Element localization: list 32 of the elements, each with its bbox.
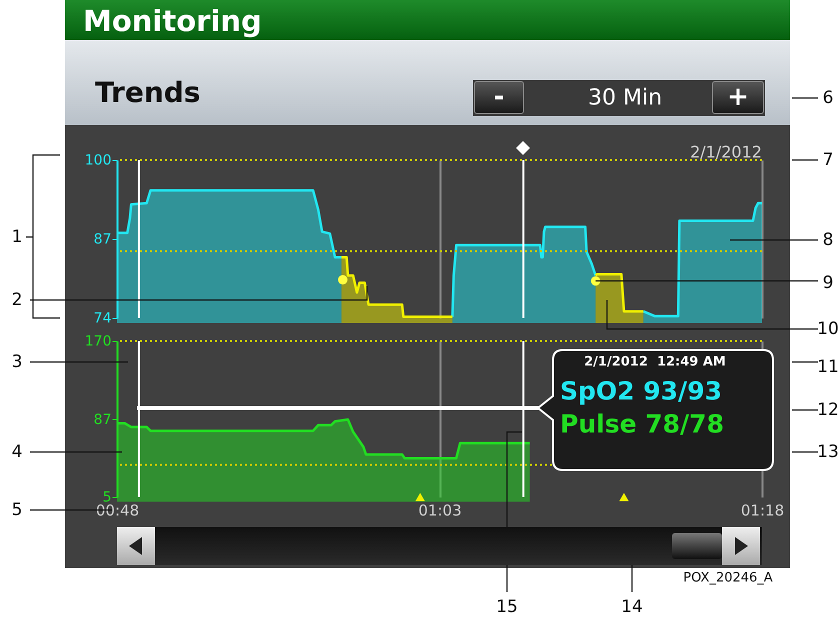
text: 6	[822, 88, 834, 108]
chart-subtitle: Trends	[95, 76, 200, 109]
text: 10	[817, 319, 838, 339]
text: POX_20246_A	[683, 570, 773, 586]
y-tick-label: 100	[84, 152, 112, 168]
annotation: 2/1/2012	[690, 142, 762, 162]
text: -	[494, 82, 504, 112]
text: 13	[817, 442, 838, 462]
text: 30 Min	[588, 86, 662, 110]
annotation: 9	[822, 273, 834, 293]
annotation: Pulse 78/78	[560, 410, 724, 438]
chart-title: Monitoring	[83, 4, 262, 38]
text: 5	[12, 500, 22, 520]
y-tick-label: 170	[84, 334, 112, 350]
x-tick-label: 01:03	[418, 502, 462, 520]
text: 15	[496, 597, 518, 617]
annotation: 2/1/2012 12:49 AM	[584, 354, 726, 370]
annotation: SpO2 93/93	[560, 376, 722, 406]
y-tick-label: 87	[94, 232, 112, 248]
y-tick-label: 87	[94, 412, 112, 428]
x-tick-label: 01:18	[740, 502, 784, 520]
text: +	[727, 82, 749, 112]
text: 12	[817, 400, 838, 420]
text: 11	[817, 357, 838, 377]
y-tick-label: 74	[94, 310, 112, 326]
text: 3	[12, 352, 22, 372]
text: 8	[822, 230, 834, 250]
text: 1	[12, 227, 22, 247]
text: 2	[12, 290, 22, 310]
text: 14	[621, 597, 643, 617]
text: 7	[822, 150, 834, 170]
text: 4	[12, 442, 22, 462]
